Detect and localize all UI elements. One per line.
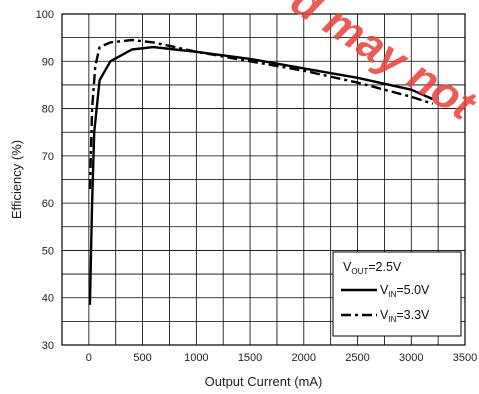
y-tick-labels: 30 40 50 60 70 80 90 100 bbox=[36, 9, 54, 352]
x-tick-label: 3000 bbox=[399, 352, 423, 364]
y-axis-label: Efficiency (%) bbox=[9, 140, 24, 219]
x-tick-labels: 0 500 1000 1500 2000 2500 3000 3500 bbox=[86, 352, 477, 364]
legend-header: VOUT=2.5V bbox=[343, 260, 402, 276]
legend-box bbox=[332, 251, 462, 337]
x-tick-label: 1500 bbox=[238, 352, 262, 364]
y-tick-label: 70 bbox=[42, 151, 54, 163]
x-tick-label: 500 bbox=[133, 352, 151, 364]
y-tick-label: 40 bbox=[42, 293, 54, 305]
plot-frame bbox=[61, 13, 466, 346]
y-tick-label: 60 bbox=[42, 198, 54, 210]
y-tick-label: 50 bbox=[42, 245, 54, 257]
legend-entry: VIN=3.3V bbox=[380, 308, 430, 324]
x-tick-label: 2000 bbox=[292, 352, 316, 364]
legend: VOUT=2.5V VIN=5.0V VIN=3.3V bbox=[332, 251, 462, 337]
y-tick-label: 90 bbox=[42, 56, 54, 68]
y-tick-label: 30 bbox=[42, 340, 54, 352]
x-tick-label: 1000 bbox=[184, 352, 208, 364]
x-tick-label: 2500 bbox=[345, 352, 369, 364]
legend-entry: VIN=5.0V bbox=[380, 283, 430, 299]
x-axis-label: Output Current (mA) bbox=[205, 374, 323, 389]
y-tick-label: 100 bbox=[36, 9, 54, 21]
series-lines bbox=[88, 38, 434, 305]
series-line-dashdot bbox=[88, 38, 434, 190]
series-line-solid bbox=[88, 45, 434, 305]
x-tick-label: 0 bbox=[86, 352, 92, 364]
x-tick-label: 3500 bbox=[453, 352, 477, 364]
y-tick-label: 80 bbox=[42, 104, 54, 116]
watermark: d may not bbox=[283, 0, 479, 131]
